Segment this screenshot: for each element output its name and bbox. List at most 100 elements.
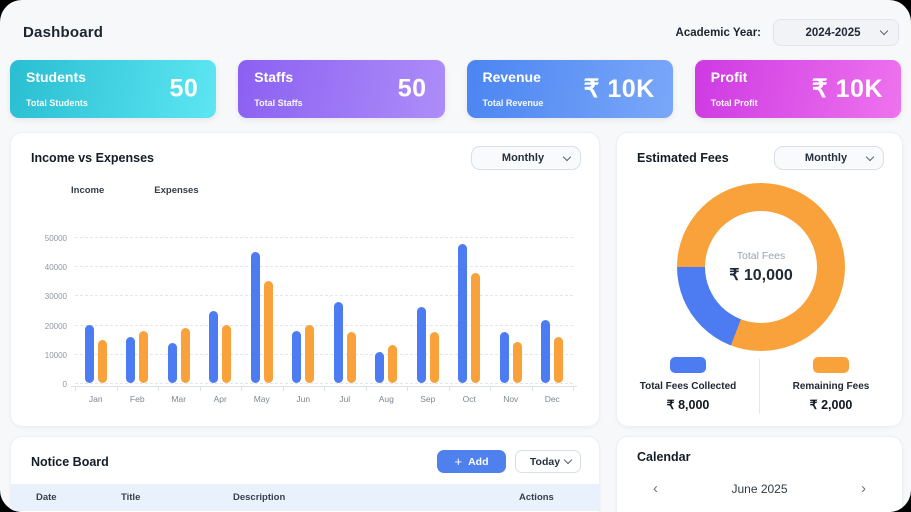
bar-group-apr [200, 237, 242, 383]
period-value: Monthly [804, 152, 848, 164]
bar-group-may [241, 237, 283, 383]
chevron-down-icon [562, 152, 572, 161]
expenses-bar [222, 325, 232, 383]
x-axis-tick [365, 386, 367, 391]
collected-value: ₹ 8,000 [666, 398, 710, 412]
expenses-bar [346, 331, 356, 383]
stat-title: Profit [710, 69, 748, 85]
page-title: Dashboard [23, 24, 104, 41]
x-axis-tick [448, 386, 450, 391]
bar-group-dec [532, 237, 574, 383]
calendar-nav: ‹ June 2025 › [617, 464, 902, 496]
x-axis-tick-label: May [253, 394, 270, 404]
gridline: 0 [63, 380, 573, 389]
stat-subtitle: Total Staffs [254, 98, 303, 108]
y-axis-tick-label: 20000 [44, 321, 67, 331]
income-bar [541, 319, 551, 383]
bar-group-jul [324, 237, 366, 383]
gridline: 20000 [45, 322, 573, 331]
expenses-bar [263, 281, 273, 383]
legend-expenses: Expenses [154, 185, 199, 196]
x-axis-tick [199, 386, 201, 391]
gridline: 50000 [45, 234, 573, 243]
stat-cards-row: Students Total Students 50 Staffs Total … [10, 60, 901, 118]
stat-title: Revenue [482, 69, 541, 85]
fees-legend-remaining: Remaining Fees ₹ 2,000 [760, 355, 902, 418]
stat-card-staffs[interactable]: Staffs Total Staffs 50 [238, 60, 445, 118]
x-axis-tick-label: Nov [503, 394, 519, 404]
x-axis-labels: Jan Feb Mar Apr May Jun Jul Aug Sep Oct Nov Dec [75, 394, 573, 404]
column-description: Description [233, 492, 286, 503]
stat-value: 50 [169, 74, 199, 103]
x-axis-tick-label: Jun [296, 394, 311, 404]
expenses-bar [429, 331, 439, 383]
bar-group-oct [449, 237, 491, 383]
notice-table-header: Date Title Description Actions [11, 484, 599, 511]
stat-value: 50 [397, 74, 427, 103]
legend-income: Income [71, 185, 105, 196]
stat-title: Staffs [254, 69, 294, 85]
add-notice-button[interactable]: + Add [437, 450, 506, 473]
donut-center-value: ₹ 10,000 [729, 266, 793, 284]
bar-group-jan [75, 237, 117, 383]
x-axis-tick [241, 386, 242, 391]
stat-card-revenue[interactable]: Revenue Total Revenue ₹ 10K [466, 60, 673, 118]
column-date: Date [36, 492, 57, 503]
notice-board-title: Notice Board [31, 454, 109, 469]
academic-year-control: Academic Year: 2024-2025 [676, 19, 899, 46]
calendar-title: Calendar [637, 450, 691, 464]
x-axis-tick [324, 386, 325, 391]
remaining-swatch [813, 357, 849, 373]
x-axis-tick-label: Jan [88, 394, 103, 404]
donut-center-label: Total Fees [736, 249, 786, 262]
collected-swatch [670, 357, 706, 373]
estimated-fees-title: Estimated Fees [637, 151, 729, 165]
x-axis-tick [116, 386, 118, 391]
expenses-bar [97, 339, 107, 383]
income-expenses-title: Income vs Expenses [31, 151, 154, 165]
bar-group-aug [366, 237, 408, 383]
notice-board-card: Notice Board + Add Today Date Title Desc… [10, 436, 600, 512]
stat-card-profit[interactable]: Profit Total Profit ₹ 10K [694, 60, 901, 118]
stat-card-students[interactable]: Students Total Students 50 [10, 60, 217, 118]
remaining-value: ₹ 2,000 [809, 398, 853, 412]
donut-chart: Total Fees ₹ 10,000 [677, 183, 845, 351]
notice-filter-select[interactable]: Today [515, 450, 581, 473]
x-axis-tick [282, 386, 284, 391]
x-axis-tick-label: Apr [213, 394, 227, 404]
x-axis-tick-label: Jul [339, 394, 351, 404]
expenses-bar [471, 272, 481, 383]
academic-year-select[interactable]: 2024-2025 [773, 19, 899, 46]
chevron-down-icon [879, 26, 889, 36]
income-bar [167, 342, 177, 383]
x-axis-tick [531, 386, 533, 391]
filter-value: Today [529, 455, 561, 468]
bar-group-nov [490, 237, 532, 383]
stat-subtitle: Total Students [26, 98, 88, 108]
column-actions: Actions [519, 492, 554, 503]
next-month-button[interactable]: › [861, 480, 866, 497]
income-bar [499, 331, 509, 383]
income-bar [333, 302, 343, 383]
column-title: Title [121, 492, 141, 503]
gridline: 40000 [45, 263, 573, 272]
stat-value: ₹ 10K [811, 75, 883, 103]
income-expenses-period-select[interactable]: Monthly [471, 146, 581, 170]
add-label: Add [468, 455, 489, 468]
estimated-fees-period-select[interactable]: Monthly [774, 146, 884, 170]
y-axis-tick-label: 40000 [44, 263, 67, 273]
x-axis-tick-label: Sep [420, 394, 436, 404]
donut-center: Total Fees ₹ 10,000 [705, 211, 817, 323]
x-axis-tick-label: Dec [544, 394, 560, 404]
gridline: 30000 [45, 292, 573, 301]
income-bar [458, 244, 468, 383]
prev-month-button[interactable]: ‹ [653, 480, 658, 497]
bar-group-mar [158, 237, 200, 383]
bar-group-feb [117, 237, 159, 383]
x-axis-tick [573, 386, 574, 391]
income-bar [292, 331, 302, 383]
y-axis-tick-label: 50000 [44, 234, 67, 243]
bar-series [75, 237, 573, 383]
stat-title: Students [26, 69, 86, 85]
stat-subtitle: Total Revenue [482, 98, 544, 108]
